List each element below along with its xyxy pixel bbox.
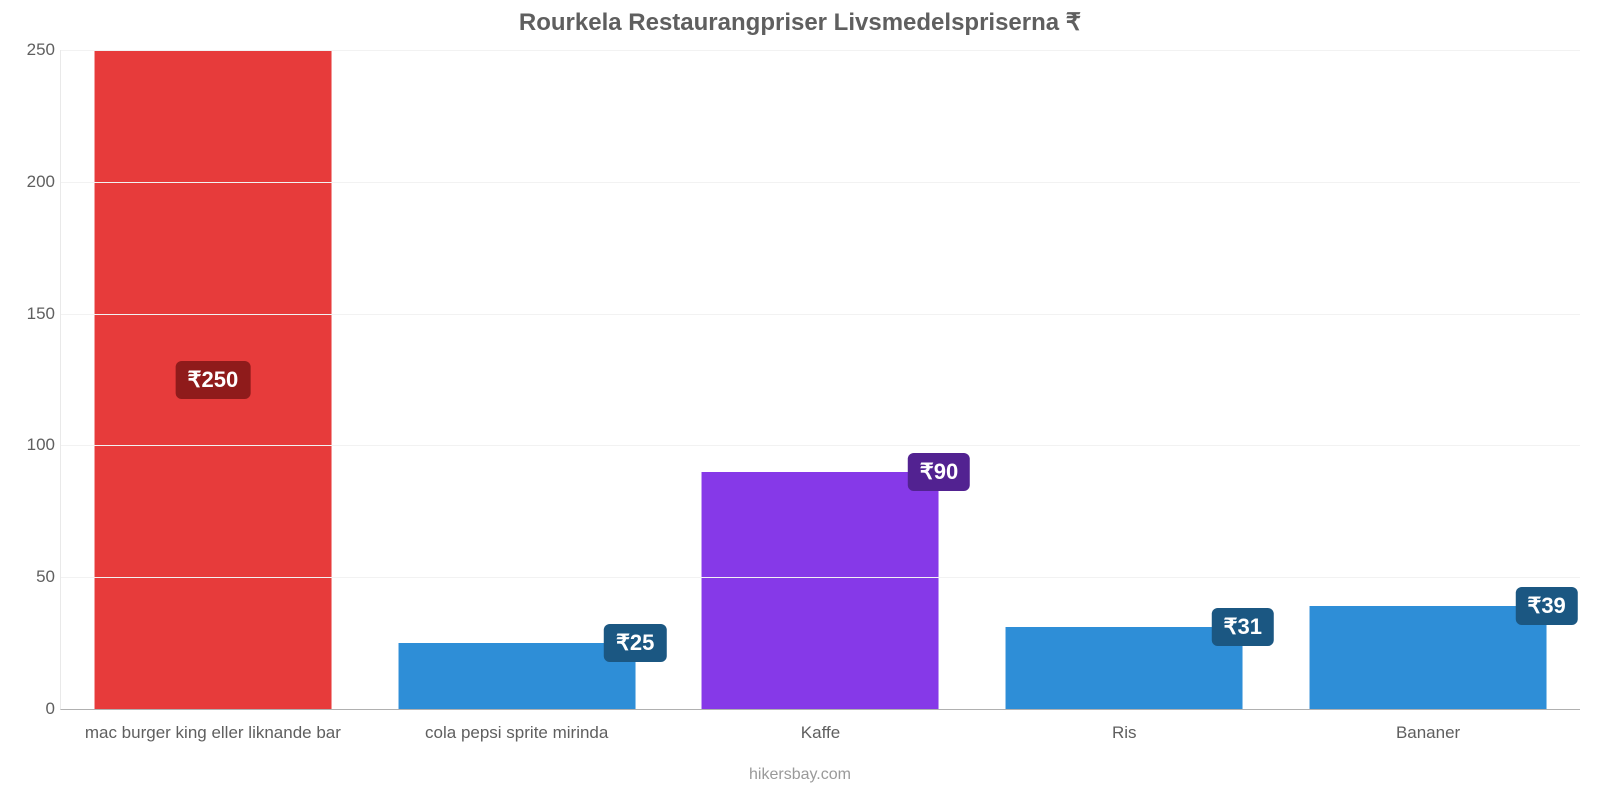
- ytick-label: 200: [11, 172, 55, 192]
- plot-area: ₹250mac burger king eller liknande bar₹2…: [60, 50, 1580, 710]
- bar: [1310, 606, 1547, 709]
- chart-container: Rourkela Restaurangpriser Livsmedelspris…: [0, 0, 1600, 800]
- xcategory-label: cola pepsi sprite mirinda: [365, 709, 669, 743]
- value-badge: ₹31: [1212, 608, 1274, 646]
- bar: [702, 472, 939, 709]
- ytick-label: 100: [11, 435, 55, 455]
- value-badge: ₹39: [1515, 587, 1577, 625]
- xcategory-label: mac burger king eller liknande bar: [61, 709, 365, 743]
- value-badge: ₹25: [604, 624, 666, 662]
- gridline: [61, 314, 1580, 315]
- bar: [398, 643, 635, 709]
- ytick-label: 50: [11, 567, 55, 587]
- xcategory-label: Ris: [972, 709, 1276, 743]
- bar-slot: ₹39Bananer: [1276, 50, 1580, 709]
- xcategory-label: Bananer: [1276, 709, 1580, 743]
- bar-slot: ₹250mac burger king eller liknande bar: [61, 50, 365, 709]
- gridline: [61, 50, 1580, 51]
- bar-slot: ₹25cola pepsi sprite mirinda: [365, 50, 669, 709]
- chart-caption: hikersbay.com: [0, 766, 1600, 784]
- value-badge: ₹250: [176, 361, 251, 399]
- ytick-label: 150: [11, 304, 55, 324]
- chart-title: Rourkela Restaurangpriser Livsmedelspris…: [0, 0, 1600, 37]
- gridline: [61, 445, 1580, 446]
- bar-slot: ₹90Kaffe: [669, 50, 973, 709]
- ytick-label: 0: [11, 699, 55, 719]
- gridline: [61, 182, 1580, 183]
- bars-layer: ₹250mac burger king eller liknande bar₹2…: [61, 50, 1580, 709]
- ytick-label: 250: [11, 40, 55, 60]
- xcategory-label: Kaffe: [669, 709, 973, 743]
- bar: [1006, 627, 1243, 709]
- value-badge: ₹90: [908, 453, 970, 491]
- gridline: [61, 577, 1580, 578]
- bar-slot: ₹31Ris: [972, 50, 1276, 709]
